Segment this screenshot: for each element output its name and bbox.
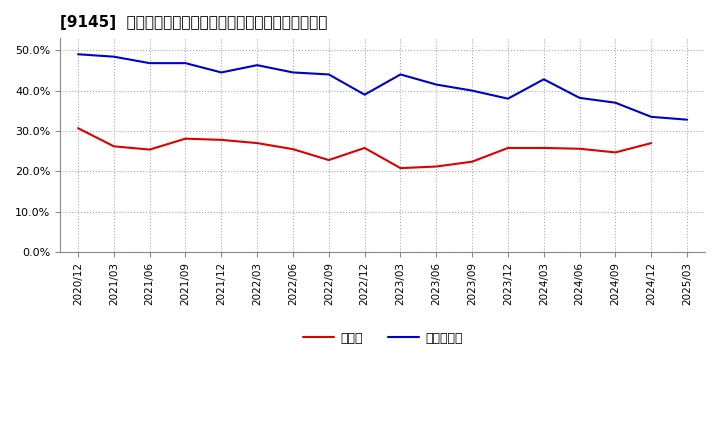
現須金 bbox=[325, 158, 333, 163]
有利子負債 bbox=[503, 96, 512, 101]
有利子負債 bbox=[683, 117, 691, 122]
有利子負債 bbox=[360, 92, 369, 97]
有利子負債 bbox=[217, 70, 225, 75]
Text: [9145]  現須金、有利子負債の総資産に対する比率の推移: [9145] 現須金、有利子負債の総資産に対する比率の推移 bbox=[60, 15, 328, 30]
有利子負債 bbox=[253, 62, 261, 68]
現須金 bbox=[611, 150, 620, 155]
現須金 bbox=[575, 146, 584, 151]
有利子負債 bbox=[289, 70, 297, 75]
Line: 有利子負債: 有利子負債 bbox=[78, 54, 687, 120]
有利子負債 bbox=[109, 54, 118, 59]
現須金 bbox=[109, 144, 118, 149]
有利子負債 bbox=[145, 61, 154, 66]
有利子負債 bbox=[432, 82, 441, 87]
有利子負債 bbox=[575, 95, 584, 100]
現須金 bbox=[432, 164, 441, 169]
現須金 bbox=[73, 125, 82, 131]
現須金 bbox=[289, 147, 297, 152]
有利子負債 bbox=[539, 77, 548, 82]
有利子負債 bbox=[73, 51, 82, 57]
Legend: 現須金, 有利子負債: 現須金, 有利子負債 bbox=[297, 327, 467, 350]
現須金 bbox=[503, 145, 512, 150]
有利子負債 bbox=[396, 72, 405, 77]
有利子負債 bbox=[468, 88, 477, 93]
現須金 bbox=[360, 145, 369, 150]
有利子負債 bbox=[611, 100, 620, 105]
有利子負債 bbox=[181, 61, 190, 66]
現須金 bbox=[647, 140, 656, 146]
Line: 現須金: 現須金 bbox=[78, 128, 652, 168]
現須金 bbox=[181, 136, 190, 141]
現須金 bbox=[539, 145, 548, 150]
現須金 bbox=[396, 165, 405, 171]
有利子負債 bbox=[325, 72, 333, 77]
現須金 bbox=[217, 137, 225, 143]
現須金 bbox=[145, 147, 154, 152]
現須金 bbox=[468, 159, 477, 164]
現須金 bbox=[253, 140, 261, 146]
有利子負債 bbox=[647, 114, 656, 120]
